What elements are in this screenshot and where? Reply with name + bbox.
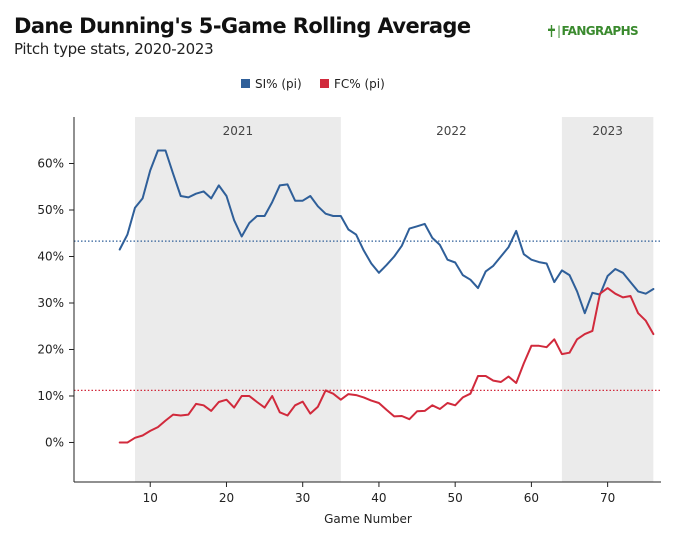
y-tick-label: 60% [37, 156, 64, 170]
fangraphs-logo-icon [548, 25, 555, 37]
y-tick-label: 20% [37, 342, 64, 356]
band-2021 [134, 117, 341, 482]
x-tick-label: 20 [219, 491, 234, 505]
x-tick-label: 40 [371, 491, 386, 505]
chart-subtitle: Pitch type stats, 2020-2023 [14, 40, 214, 58]
legend-swatch-0 [241, 79, 250, 88]
x-axis-label: Game Number [324, 512, 412, 526]
chart-title: Dane Dunning's 5-Game Rolling Average [14, 14, 471, 38]
series-line-0 [118, 149, 655, 315]
y-tick-label: 30% [37, 296, 64, 310]
series-line-1 [118, 287, 655, 444]
x-tick-label: 60 [524, 491, 539, 505]
legend-swatch-1 [320, 79, 329, 88]
series-lines [118, 149, 655, 444]
x-tick-label: 70 [600, 491, 615, 505]
legend-label-1: FC% (pi) [334, 77, 385, 91]
band-label-2023: 2023 [592, 124, 623, 138]
band-2023 [561, 117, 654, 482]
axes: 0% 10% 20% 30% 40% 50% 60% 10 20 30 40 50 60 70 [37, 117, 661, 505]
band-label-2022: 2022 [436, 124, 467, 138]
x-tick-label: 10 [143, 491, 158, 505]
legend: SI% (pi) FC% (pi) [241, 77, 385, 91]
y-tick-label: 40% [37, 249, 64, 263]
fangraphs-logo: |FANGRAPHS [548, 24, 639, 38]
fangraphs-logo-text: FANGRAPHS [561, 24, 639, 38]
band-label-2021: 2021 [223, 124, 254, 138]
x-tick-label: 50 [448, 491, 463, 505]
y-tick-label: 10% [37, 389, 64, 403]
x-tick-label: 30 [295, 491, 310, 505]
y-tick-label: 50% [37, 203, 64, 217]
y-tick-label: 0% [45, 435, 64, 449]
year-bands: 2021 2022 2023 [134, 117, 654, 482]
legend-label-0: SI% (pi) [255, 77, 302, 91]
